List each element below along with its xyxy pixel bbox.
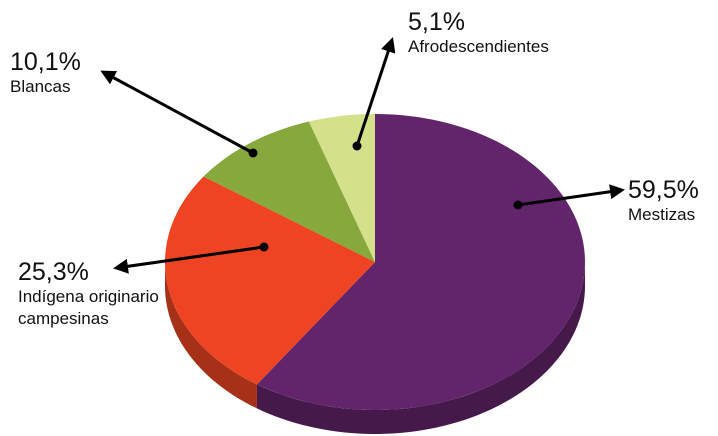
value-label: 59,5% — [628, 176, 699, 204]
slice-side — [165, 262, 257, 409]
category-label: Blancas — [10, 77, 71, 96]
leader-arrow — [113, 245, 265, 274]
leader-arrow — [355, 37, 396, 147]
category-label: Afrodescendientes — [408, 37, 549, 56]
leader-arrow — [100, 70, 254, 155]
value-label: 25,3% — [18, 258, 89, 286]
slice — [308, 114, 375, 262]
slice — [165, 176, 375, 385]
category-label: Indígena originario campesinas — [18, 287, 159, 328]
value-label: 5,1% — [408, 8, 465, 36]
leader-arrow — [517, 184, 625, 207]
slice — [256, 114, 585, 410]
slice-side — [256, 262, 585, 434]
slice — [203, 121, 375, 262]
category-label: Mestizas — [628, 205, 696, 224]
value-label: 10,1% — [10, 48, 81, 76]
